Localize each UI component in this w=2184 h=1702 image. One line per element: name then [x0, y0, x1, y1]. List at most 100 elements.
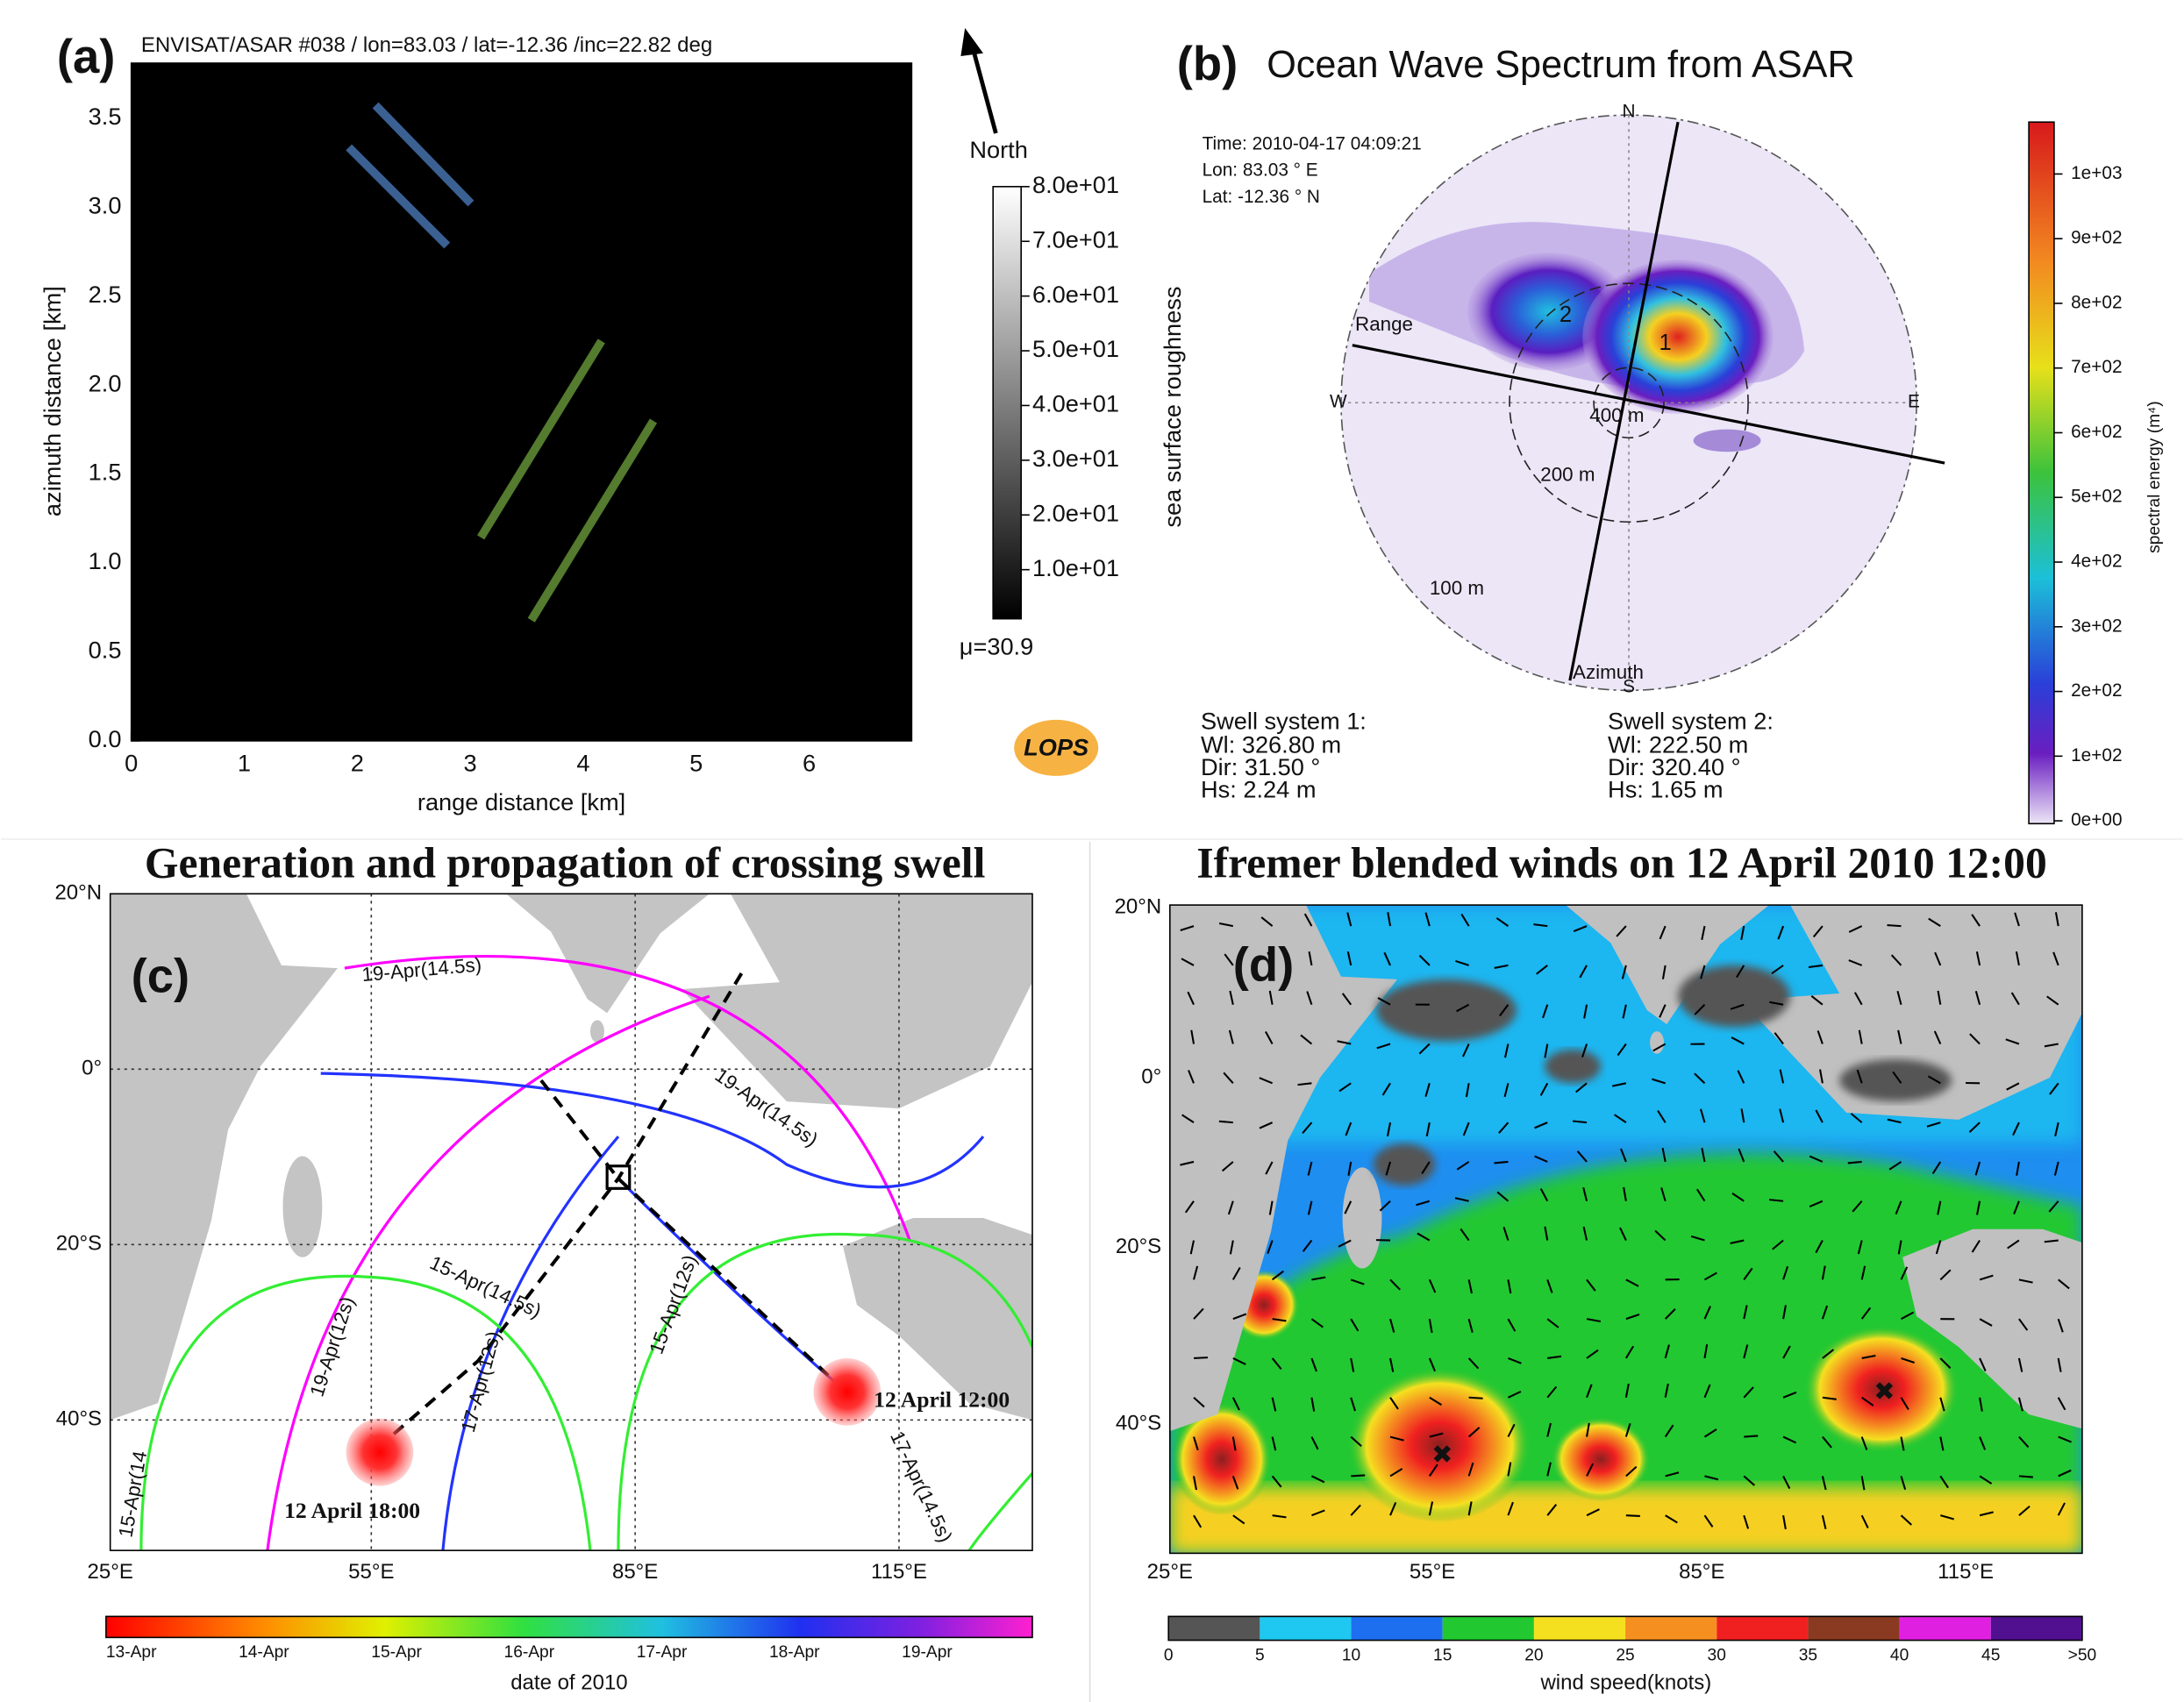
compass-label: E	[1908, 392, 1920, 412]
sar-frame	[130, 62, 913, 742]
panel-title: Generation and propagation of crossing s…	[145, 838, 985, 887]
wind-arrow	[1971, 1239, 1981, 1253]
wind-arrow	[1544, 1043, 1549, 1058]
wind-arrow	[1189, 1240, 1195, 1255]
spectrum-blobs	[1369, 222, 1805, 452]
wind-arrow	[1821, 1265, 1826, 1280]
wind-arrow	[1259, 1122, 1274, 1129]
wind-arrow	[1822, 1349, 1835, 1359]
colorbar-segment	[1260, 1616, 1352, 1641]
range-axis	[1352, 344, 1945, 465]
axis-name: Azimuth	[1573, 661, 1644, 683]
colorbar-segment	[1168, 1616, 1260, 1641]
wind-arrow	[1495, 917, 1510, 927]
colorbar-tick-label: 40	[1890, 1646, 1909, 1664]
panel-title: ENVISAT/ASAR #038 / lon=83.03 / lat=-12.…	[141, 33, 712, 57]
y-tick-label: 3.0	[89, 191, 122, 218]
peak-label: 2	[1559, 303, 1572, 327]
swell-title: Swell system 2:	[1608, 707, 1774, 734]
storm-1	[813, 1357, 881, 1426]
wind-arrow	[1389, 1278, 1401, 1291]
wind-arrow	[1888, 1161, 1902, 1171]
wind-arrow	[1822, 1435, 1832, 1449]
wind-arrow	[1769, 1001, 1784, 1006]
calm-area	[1839, 1059, 1952, 1102]
wind-arrow	[1659, 925, 1667, 940]
blue-crest	[372, 102, 475, 207]
x-axis-label: range distance [km]	[418, 788, 625, 815]
wind-arrow	[1227, 1200, 1234, 1215]
wind-arrow	[1310, 1318, 1324, 1328]
wind-arrow	[1460, 1228, 1470, 1242]
colorbar-tick-label: 6.0e+01	[1032, 281, 1119, 308]
wind-south	[1169, 1487, 2082, 1554]
wind-arrow	[1931, 1161, 1942, 1174]
x-tick-label: 3	[464, 749, 477, 776]
wind-arrow	[1809, 1155, 1824, 1163]
wind-arrow	[1389, 1397, 1399, 1410]
wind-arrow	[1228, 1029, 1234, 1044]
wind-arrow	[1660, 1187, 1667, 1202]
land	[1741, 905, 2082, 1120]
wind-arrow	[1620, 1148, 1627, 1163]
wind-arrow	[1979, 1397, 1983, 1412]
wind-arrow	[1582, 1226, 1588, 1241]
calm-area	[1376, 979, 1517, 1042]
wind-arrow	[1887, 1118, 1902, 1124]
wind-arrow	[1461, 1043, 1470, 1058]
land	[1169, 905, 1398, 1432]
wind-arrow	[2044, 1239, 2059, 1243]
wind-arrow	[1927, 1075, 1941, 1085]
wind-arrow	[1701, 925, 1706, 940]
wind-arrow	[1271, 1475, 1282, 1488]
colorbar-segment	[1351, 1616, 1443, 1641]
wind-arrow	[1700, 965, 1706, 979]
wind-arrow	[1782, 1475, 1791, 1490]
wind-arrow	[1812, 925, 1824, 938]
lat-label: 0°	[82, 1057, 102, 1080]
lat-label: 40°S	[1116, 1412, 1161, 1435]
wind-arrow	[1625, 1278, 1639, 1287]
wind-arrow	[2054, 912, 2059, 927]
lon-label: 115°E	[1938, 1560, 1994, 1584]
colorbar-frame	[1167, 1615, 2083, 1641]
wind-arrow	[1782, 1345, 1791, 1359]
wind-arrow	[1507, 1318, 1517, 1332]
wind-arrow	[2007, 1239, 2020, 1250]
wind-arrow	[1351, 1474, 1366, 1478]
wind-arrow	[1350, 1357, 1355, 1372]
north-arrowhead	[960, 28, 983, 57]
wind-arrow	[2046, 995, 2059, 1006]
wind-arrow	[1576, 1150, 1588, 1163]
wind-arrow	[1773, 1150, 1784, 1163]
wind-arrow	[1271, 1436, 1277, 1451]
storm-field	[1804, 1326, 1959, 1453]
wind-arrow	[1625, 1514, 1640, 1517]
colorbar-tick-label: 4.0e+01	[1032, 390, 1119, 417]
colorbar-tick-label: 7e+02	[2071, 357, 2122, 377]
wind-arrow	[1231, 1436, 1237, 1451]
wind-arrow	[1297, 1082, 1312, 1086]
wind-arrow	[1187, 991, 1195, 1006]
wind-arrow	[1350, 1397, 1356, 1412]
wind-arrow	[1456, 1161, 1470, 1171]
wind-arrow	[1808, 964, 1824, 969]
wind-arrow	[1533, 923, 1548, 928]
wind-arrow	[2018, 1475, 2033, 1478]
colorbar-label: date of 2010	[510, 1671, 627, 1695]
colorbar-label: spectral energy (m⁴)	[2145, 401, 2164, 553]
wind-arrow	[1546, 1385, 1558, 1399]
spectrum-minor	[1693, 429, 1761, 452]
wind-arrow	[1271, 1270, 1284, 1281]
storm-field	[1552, 1417, 1651, 1502]
wind-arrow	[1979, 1511, 1994, 1517]
colorbar-tick-label: 4e+02	[2071, 552, 2122, 572]
wind-arrow	[1847, 1160, 1862, 1164]
map-c	[110, 894, 1032, 1551]
azimuth-axis	[1568, 121, 1680, 681]
panel-label: (d)	[1233, 937, 1294, 991]
ring-label: 100 m	[1430, 577, 1484, 599]
wind-arrow	[1979, 1357, 1987, 1371]
wind-arrow	[1736, 965, 1745, 979]
wind-arrow	[1704, 1475, 1719, 1481]
